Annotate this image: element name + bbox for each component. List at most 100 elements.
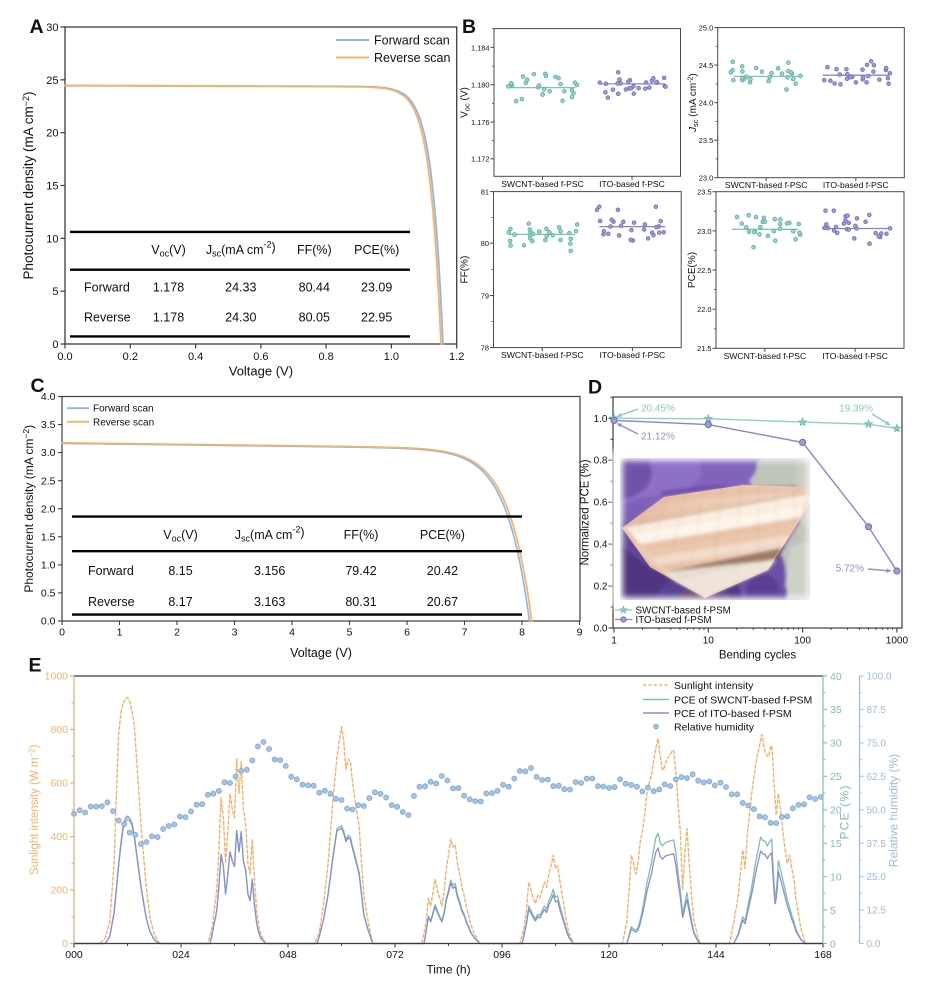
svg-text:87.5: 87.5 <box>867 705 887 716</box>
svg-text:A: A <box>30 16 44 38</box>
svg-text:24.5: 24.5 <box>699 61 713 70</box>
svg-text:Jsc (mA cm-2): Jsc (mA cm-2) <box>688 73 701 133</box>
svg-text:144: 144 <box>707 949 725 961</box>
svg-text:SWCNT-based f-PSC: SWCNT-based f-PSC <box>501 350 584 360</box>
svg-text:0.0: 0.0 <box>867 939 881 950</box>
svg-text:0.2: 0.2 <box>123 351 138 363</box>
svg-text:FF(%): FF(%) <box>344 528 379 542</box>
svg-text:10: 10 <box>830 871 842 883</box>
svg-text:10: 10 <box>46 233 58 245</box>
svg-text:0.4: 0.4 <box>594 540 608 551</box>
svg-text:1.0: 1.0 <box>594 414 608 425</box>
svg-text:2.0: 2.0 <box>41 503 56 515</box>
svg-text:80: 80 <box>481 239 489 248</box>
svg-text:0: 0 <box>62 938 68 950</box>
svg-text:0: 0 <box>59 627 65 639</box>
svg-text:0.5: 0.5 <box>41 588 56 600</box>
svg-text:23.5: 23.5 <box>697 188 711 197</box>
svg-text:4.0: 4.0 <box>41 391 56 403</box>
svg-text:Forward scan: Forward scan <box>374 34 450 48</box>
svg-text:79: 79 <box>481 291 489 300</box>
svg-text:Normalized PCE (%): Normalized PCE (%) <box>580 459 592 565</box>
svg-text:3.5: 3.5 <box>41 419 56 431</box>
svg-text:E: E <box>29 655 42 677</box>
svg-text:8.17: 8.17 <box>168 595 192 609</box>
svg-text:0: 0 <box>830 938 836 950</box>
svg-text:1.180: 1.180 <box>471 81 490 90</box>
svg-text:PCE (%): PCE (%) <box>838 784 852 839</box>
svg-text:80.44: 80.44 <box>299 281 330 295</box>
svg-text:SWCNT-based f-PSC: SWCNT-based f-PSC <box>501 179 584 189</box>
svg-text:100.0: 100.0 <box>867 672 892 683</box>
svg-text:800: 800 <box>50 724 68 736</box>
svg-text:75.0: 75.0 <box>867 739 887 750</box>
svg-text:5: 5 <box>830 905 836 917</box>
svg-text:ITO-based f-PSC: ITO-based f-PSC <box>823 180 889 190</box>
svg-text:80.31: 80.31 <box>345 595 376 609</box>
svg-text:Voltage (V): Voltage (V) <box>229 364 293 379</box>
svg-text:ITO-based f-PSC: ITO-based f-PSC <box>822 351 888 361</box>
svg-text:24.33: 24.33 <box>225 281 256 295</box>
svg-text:Reverse scan: Reverse scan <box>374 51 450 65</box>
svg-text:Photocurrent density (mA cm−2): Photocurrent density (mA cm−2) <box>21 425 36 593</box>
svg-text:19.39%: 19.39% <box>839 404 873 415</box>
svg-text:25: 25 <box>46 75 58 87</box>
svg-text:2: 2 <box>174 627 180 639</box>
svg-text:SWCNT-based f-PSC: SWCNT-based f-PSC <box>725 180 808 190</box>
svg-text:1000: 1000 <box>45 671 69 683</box>
svg-text:SWCNT-based f-PSM: SWCNT-based f-PSM <box>636 605 731 616</box>
svg-text:5: 5 <box>52 286 58 298</box>
svg-text:15: 15 <box>830 838 842 850</box>
svg-text:0.8: 0.8 <box>594 456 608 467</box>
svg-text:1.5: 1.5 <box>41 531 56 543</box>
svg-text:37.5: 37.5 <box>867 839 887 850</box>
svg-text:25: 25 <box>830 771 842 783</box>
svg-text:1: 1 <box>611 636 617 647</box>
svg-text:20.67: 20.67 <box>427 595 458 609</box>
svg-text:Forward: Forward <box>84 281 130 295</box>
svg-text:0.0: 0.0 <box>594 624 608 635</box>
svg-text:1.184: 1.184 <box>471 43 490 52</box>
svg-text:4: 4 <box>289 627 295 639</box>
svg-text:168: 168 <box>814 949 832 961</box>
svg-text:24.30: 24.30 <box>225 311 256 325</box>
svg-text:PCE of SWCNT-based f-PSM: PCE of SWCNT-based f-PSM <box>674 694 812 706</box>
svg-text:1000: 1000 <box>886 636 909 647</box>
svg-text:096: 096 <box>493 949 511 961</box>
svg-text:22.95: 22.95 <box>361 311 392 325</box>
svg-text:3.0: 3.0 <box>41 447 56 459</box>
svg-text:6: 6 <box>404 627 410 639</box>
svg-text:Forward scan: Forward scan <box>93 404 154 415</box>
svg-text:0.4: 0.4 <box>188 351 203 363</box>
svg-text:22.5: 22.5 <box>697 266 711 275</box>
svg-text:Jsc(mA cm-2): Jsc(mA cm-2) <box>206 240 276 259</box>
svg-text:21.12%: 21.12% <box>641 432 675 443</box>
svg-text:PCE(%): PCE(%) <box>354 243 399 257</box>
svg-text:C: C <box>31 375 45 397</box>
svg-text:23.5: 23.5 <box>699 136 713 145</box>
svg-text:1: 1 <box>117 627 123 639</box>
svg-text:1.178: 1.178 <box>153 281 184 295</box>
svg-text:25.0: 25.0 <box>867 872 887 883</box>
svg-text:1.0: 1.0 <box>41 560 56 572</box>
svg-text:20.42: 20.42 <box>427 564 458 578</box>
svg-text:PCE of ITO-based f-PSM: PCE of ITO-based f-PSM <box>674 708 792 720</box>
svg-text:048: 048 <box>279 949 297 961</box>
svg-text:12.5: 12.5 <box>867 906 887 917</box>
svg-text:0.6: 0.6 <box>253 351 268 363</box>
svg-text:FF(%): FF(%) <box>297 243 332 257</box>
svg-text:D: D <box>588 377 602 399</box>
svg-text:9: 9 <box>577 627 583 639</box>
svg-text:SWCNT-based f-PSC: SWCNT-based f-PSC <box>724 351 807 361</box>
svg-text:23.09: 23.09 <box>361 281 392 295</box>
svg-text:0: 0 <box>52 339 58 351</box>
svg-text:1.0: 1.0 <box>384 351 399 363</box>
svg-text:20: 20 <box>46 128 58 140</box>
svg-text:8.15: 8.15 <box>168 564 192 578</box>
svg-text:3.163: 3.163 <box>254 595 285 609</box>
svg-text:120: 120 <box>600 949 618 961</box>
svg-text:1.172: 1.172 <box>471 155 490 164</box>
svg-text:PCE(%): PCE(%) <box>687 252 698 288</box>
svg-text:100: 100 <box>794 636 811 647</box>
svg-text:30: 30 <box>830 738 842 750</box>
